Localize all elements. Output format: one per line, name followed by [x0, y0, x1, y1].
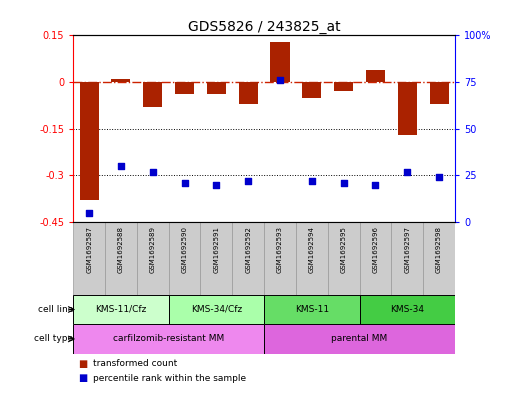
Bar — [143, 82, 162, 107]
Text: percentile rank within the sample: percentile rank within the sample — [93, 374, 246, 382]
Text: GSM1692591: GSM1692591 — [213, 226, 219, 273]
Text: GSM1692598: GSM1692598 — [436, 226, 442, 273]
Text: GSM1692597: GSM1692597 — [404, 226, 410, 273]
Bar — [264, 222, 296, 295]
Text: ■: ■ — [78, 373, 88, 383]
Bar — [232, 222, 264, 295]
Bar — [397, 82, 417, 135]
Bar — [391, 222, 423, 295]
Text: ■: ■ — [78, 358, 88, 369]
Bar — [73, 295, 168, 324]
Text: GSM1692590: GSM1692590 — [181, 226, 188, 273]
Text: parental MM: parental MM — [332, 334, 388, 343]
Text: GSM1692595: GSM1692595 — [340, 226, 347, 273]
Text: GSM1692594: GSM1692594 — [309, 226, 315, 273]
Text: carfilzomib-resistant MM: carfilzomib-resistant MM — [113, 334, 224, 343]
Text: GSM1692592: GSM1692592 — [245, 226, 251, 273]
Text: KMS-34/Cfz: KMS-34/Cfz — [191, 305, 242, 314]
Bar — [264, 295, 360, 324]
Bar — [73, 222, 105, 295]
Bar — [328, 222, 360, 295]
Bar — [79, 82, 99, 200]
Bar — [168, 295, 264, 324]
Bar — [423, 222, 455, 295]
Text: KMS-11: KMS-11 — [295, 305, 329, 314]
Bar — [168, 222, 200, 295]
Bar — [264, 324, 455, 354]
Text: cell line: cell line — [38, 305, 73, 314]
Bar — [360, 295, 455, 324]
Text: KMS-34: KMS-34 — [390, 305, 424, 314]
Bar — [296, 222, 328, 295]
Bar — [73, 324, 264, 354]
Title: GDS5826 / 243825_at: GDS5826 / 243825_at — [188, 20, 340, 34]
Bar — [200, 222, 232, 295]
Bar — [366, 70, 385, 82]
Point — [308, 178, 316, 184]
Text: GSM1692589: GSM1692589 — [150, 226, 156, 273]
Bar — [105, 222, 137, 295]
Text: GSM1692593: GSM1692593 — [277, 226, 283, 273]
Bar — [207, 82, 226, 94]
Point — [117, 163, 125, 169]
Bar — [302, 82, 321, 97]
Bar — [429, 82, 449, 104]
Point — [339, 180, 348, 186]
Text: cell type: cell type — [34, 334, 73, 343]
Bar — [175, 82, 194, 94]
Point — [371, 182, 380, 188]
Point — [403, 169, 412, 175]
Text: GSM1692588: GSM1692588 — [118, 226, 124, 273]
Bar — [137, 222, 168, 295]
Text: GSM1692587: GSM1692587 — [86, 226, 92, 273]
Text: transformed count: transformed count — [93, 359, 177, 368]
Bar — [270, 42, 290, 82]
Point — [212, 182, 221, 188]
Point — [85, 209, 93, 216]
Point — [244, 178, 253, 184]
Point — [435, 174, 444, 180]
Bar — [238, 82, 258, 104]
Point — [180, 180, 189, 186]
Point — [149, 169, 157, 175]
Bar — [334, 82, 353, 91]
Bar — [360, 222, 391, 295]
Point — [276, 77, 284, 83]
Bar — [111, 79, 130, 82]
Text: KMS-11/Cfz: KMS-11/Cfz — [95, 305, 146, 314]
Text: GSM1692596: GSM1692596 — [372, 226, 379, 273]
